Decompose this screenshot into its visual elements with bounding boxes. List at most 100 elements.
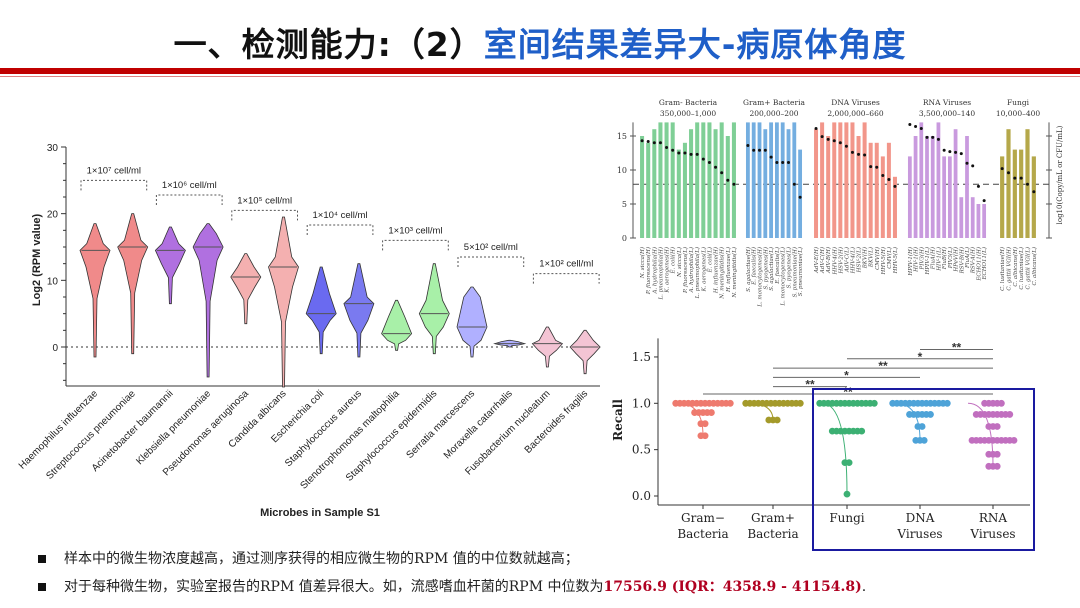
concentration-bracket (382, 239, 449, 251)
bullet-square-icon (38, 583, 46, 591)
x-tick-label: N. sicca(L) (676, 247, 683, 278)
concentration-label: 1×10⁷ cell/ml (87, 165, 141, 176)
median-point (726, 178, 730, 182)
group-title: DNA Viruses (831, 98, 880, 107)
bar (786, 129, 791, 238)
violin (117, 213, 149, 355)
x-tick-label: S. pneumoniae(H) (791, 247, 798, 297)
median-point (792, 182, 796, 186)
bar (874, 142, 879, 238)
median-point (787, 161, 790, 165)
median-point (959, 152, 963, 156)
median-point (863, 153, 867, 157)
recall-point (998, 399, 1005, 407)
median-point (971, 164, 975, 168)
median-point (1000, 167, 1004, 171)
x-tick-label: HPeV(H) (953, 247, 960, 273)
median-point (948, 150, 952, 154)
title-divider (0, 68, 1080, 74)
y-tick-label: 1.0 (632, 396, 651, 410)
bar (1012, 149, 1017, 238)
x-tick-label: C. albicans(L) (1031, 247, 1038, 286)
x-tick-label: E. coli(L) (706, 247, 713, 273)
recall-point (708, 409, 715, 416)
median-point (652, 141, 656, 145)
x-tick-label: DNA (906, 511, 935, 525)
x-tick-label: H. influenzae(L) (725, 247, 732, 293)
x-tick-label: S. pneumoniae(L) (797, 247, 804, 296)
median-point (683, 151, 687, 155)
median-point (658, 141, 662, 145)
recall-point (701, 420, 709, 428)
median-point (965, 161, 969, 165)
x-tick-label: ECHO11(H) (975, 247, 982, 282)
bar (959, 197, 964, 238)
y-tick-label: 0 (622, 234, 627, 243)
bar (682, 142, 687, 238)
x-tick-label: Gram+ (751, 511, 795, 525)
violin-outline (677, 402, 704, 436)
median-point (758, 148, 761, 152)
median-point (763, 148, 767, 152)
bar (930, 136, 935, 238)
bar (982, 204, 987, 238)
x-tick-label: C. albicans(H) (1012, 247, 1019, 287)
bar (832, 122, 837, 238)
concentration-bracket (80, 179, 148, 191)
concentration-bracket (306, 224, 374, 235)
x-tick-label: HIV-1(H) (913, 247, 920, 273)
x-tick-label: FluA(H) (930, 247, 937, 270)
median-point (665, 146, 669, 150)
median-point (914, 124, 918, 128)
group-range: 2,000,000–660 (827, 109, 883, 118)
group-range: 10,000–400 (996, 109, 1041, 118)
x-tick-label: Gram− (681, 511, 725, 525)
x-tick-label: HPIV-1(L) (924, 247, 931, 275)
x-tick-label: FluA(L) (964, 247, 971, 269)
x-tick-label-line2: Viruses (969, 527, 1015, 541)
bar (856, 136, 861, 238)
group-title: RNA Viruses (923, 98, 971, 107)
y-tick-label: 0 (52, 343, 58, 354)
group-title: Gram- Bacteria (659, 98, 718, 107)
x-tick-label: S. agalactiae(H) (745, 247, 752, 292)
bar (769, 122, 774, 238)
concentration-bracket (532, 273, 600, 284)
y-tick-label: 0.5 (632, 443, 651, 457)
x-tick-label: Fungi (829, 511, 864, 525)
violin (79, 223, 111, 358)
group-range: 200,000–200 (749, 109, 798, 118)
bar (947, 156, 952, 238)
bullet-list: 样本中的微生物浓度越高，通过测序获得的相应微生物的RPM 值的中位数就越高； 对… (38, 545, 866, 601)
median-point (671, 148, 675, 152)
median-point (982, 199, 986, 203)
concentration-label: 1×10⁵ cell/ml (237, 195, 292, 206)
median-point (908, 122, 912, 126)
x-axis-label: Microbes in Sample S1 (260, 507, 380, 519)
concentration-label: 1×10³ cell/ml (388, 225, 442, 236)
bar (695, 122, 700, 238)
y-tick-label: 15 (617, 132, 627, 141)
x-tick-label: AdV-C(L) (843, 247, 850, 273)
x-tick-label: P. fluorescens(L) (682, 247, 689, 294)
bar (751, 122, 756, 238)
median-point (1019, 176, 1023, 180)
bar (880, 156, 885, 238)
bar (892, 176, 897, 238)
median-point (832, 139, 836, 143)
bar (780, 122, 785, 238)
median-point (1013, 176, 1017, 180)
recall-point (701, 432, 709, 440)
recall-point (993, 450, 1001, 458)
x-tick-label-line2: Viruses (896, 527, 942, 541)
median-point (936, 137, 940, 141)
bar (1006, 129, 1011, 238)
bar (965, 136, 969, 238)
median-point (976, 184, 980, 188)
title-highlight: 室间结果差异大-病原体角度 (483, 25, 907, 64)
x-tick-label: HIV-1(L) (935, 247, 942, 272)
bar (763, 129, 768, 238)
violin (305, 266, 337, 355)
